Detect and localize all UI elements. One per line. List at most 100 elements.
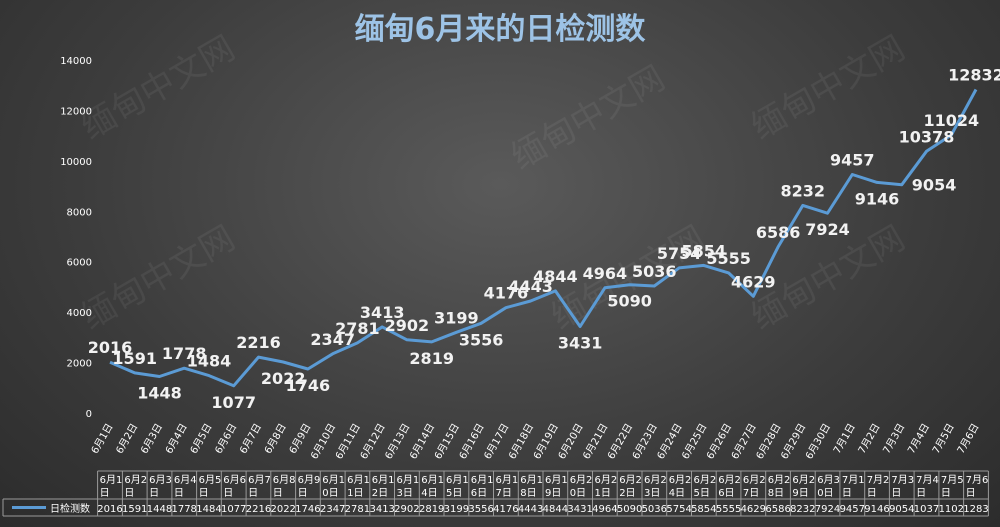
data-label: 2022 bbox=[261, 369, 306, 388]
data-label: 1591 bbox=[112, 349, 157, 368]
data-label: 3556 bbox=[459, 330, 504, 349]
data-label: 3413 bbox=[360, 303, 405, 322]
data-label: 9054 bbox=[912, 176, 957, 195]
data-label: 2781 bbox=[335, 319, 380, 338]
data-label: 2347 bbox=[310, 330, 355, 349]
data-label: 4844 bbox=[533, 267, 578, 286]
table-header-cell: 6月2 9日 bbox=[792, 474, 815, 499]
data-label: 4443 bbox=[508, 277, 553, 296]
table-header-cell: 6月1 4日 bbox=[421, 474, 444, 499]
table-header-cell: 6月2 8日 bbox=[768, 474, 791, 499]
table-header-cell: 7月5 日 bbox=[941, 474, 964, 499]
series-line bbox=[109, 88, 978, 388]
data-label: 9146 bbox=[855, 189, 900, 208]
data-label: 3431 bbox=[558, 334, 603, 353]
table-header-cell: 6月2 0日 bbox=[570, 474, 593, 499]
table-header-cell: 6月3 日 bbox=[149, 474, 172, 499]
y-tick-label: 8000 bbox=[67, 207, 92, 218]
table-header-cell: 6月2 6日 bbox=[718, 474, 741, 499]
table-header-cell: 7月1 日 bbox=[842, 474, 865, 499]
table-value-cell: 1037 bbox=[914, 504, 939, 515]
table-value-cell: 5090 bbox=[617, 504, 642, 515]
table-value-cell: 9457 bbox=[840, 504, 865, 515]
watermark-text: 缅甸中文网 bbox=[75, 218, 242, 338]
table-header-cell: 6月2 2日 bbox=[619, 474, 642, 499]
table-header-cell: 6月3 0日 bbox=[817, 474, 840, 499]
table-value-cell: 7924 bbox=[815, 504, 840, 515]
table-header-cell: 6月4 日 bbox=[174, 474, 197, 499]
table-header-cell: 6月2 5日 bbox=[694, 474, 717, 499]
data-label: 2216 bbox=[236, 333, 281, 352]
table-value-cell: 5854 bbox=[691, 504, 716, 515]
y-tick-label: 12000 bbox=[60, 106, 92, 117]
x-tick-label: 7月2日 bbox=[856, 422, 883, 456]
table-value-cell: 2819 bbox=[419, 504, 444, 515]
data-label: 1746 bbox=[286, 376, 331, 395]
table-value-cell: 2781 bbox=[345, 504, 370, 515]
data-label: 8232 bbox=[781, 181, 826, 200]
data-label: 4176 bbox=[484, 284, 529, 303]
data-label: 1077 bbox=[211, 393, 256, 412]
data-label: 2902 bbox=[385, 316, 430, 335]
table-header-cell: 6月1 1日 bbox=[347, 474, 370, 499]
table-value-cell: 9054 bbox=[889, 504, 914, 515]
table-value-cell: 2016 bbox=[97, 504, 122, 515]
data-label: 5754 bbox=[657, 244, 702, 263]
table-header-cell: 6月1 9日 bbox=[545, 474, 568, 499]
table-value-cell: 5555 bbox=[716, 504, 741, 515]
data-label: 2819 bbox=[409, 349, 454, 368]
table-value-cell: 1591 bbox=[122, 504, 147, 515]
table-value-cell: 4176 bbox=[493, 504, 518, 515]
data-label: 5036 bbox=[632, 262, 677, 281]
data-label: 7924 bbox=[805, 220, 850, 239]
table-value-cell: 3556 bbox=[468, 504, 493, 515]
table-header-cell: 6月2 1日 bbox=[595, 474, 618, 499]
table-value-cell: 1102 bbox=[939, 504, 964, 515]
table-header-cell: 6月1 8日 bbox=[520, 474, 543, 499]
x-tick-label: 6月9日 bbox=[287, 422, 314, 456]
table-value-cell: 2902 bbox=[394, 504, 419, 515]
table-header-cell: 6月1 6日 bbox=[471, 474, 494, 499]
table-value-cell: 4964 bbox=[592, 504, 617, 515]
table-header-cell: 6月1 5日 bbox=[446, 474, 469, 499]
table-value-cell: 1283 bbox=[963, 504, 988, 515]
y-tick-label: 6000 bbox=[67, 258, 92, 269]
table-value-cell: 2216 bbox=[246, 504, 271, 515]
data-label: 6586 bbox=[756, 223, 801, 242]
data-label: 1484 bbox=[187, 352, 232, 371]
table-value-cell: 1778 bbox=[171, 504, 196, 515]
table-header-cell: 6月1 日 bbox=[100, 474, 123, 499]
x-tick-label: 6月1日 bbox=[89, 422, 116, 456]
table-value-cell: 5754 bbox=[666, 504, 691, 515]
table-header-cell: 7月6 日 bbox=[966, 474, 989, 499]
data-label: 5854 bbox=[682, 241, 727, 260]
x-tick-label: 6月6日 bbox=[213, 422, 240, 456]
table-value-cell: 6586 bbox=[765, 504, 790, 515]
table-value-cell: 3199 bbox=[444, 504, 469, 515]
x-tick-label: 7月4日 bbox=[905, 422, 932, 456]
table-header-cell: 7月4 日 bbox=[916, 474, 939, 499]
y-axis: 0 2000 4000 6000 8000 10000 12000 14000 bbox=[60, 56, 92, 420]
data-label: 1448 bbox=[137, 384, 182, 403]
data-label: 1778 bbox=[162, 344, 207, 363]
table-value-cell: 1746 bbox=[295, 504, 320, 515]
table-value-cell: 3431 bbox=[567, 504, 592, 515]
y-tick-label: 14000 bbox=[60, 56, 92, 67]
watermark-text: 缅甸中文网 bbox=[75, 28, 242, 148]
table-header-cell: 6月9 日 bbox=[298, 474, 321, 499]
data-label: 4964 bbox=[583, 264, 628, 283]
table-header-cell: 6月1 2日 bbox=[372, 474, 395, 499]
data-label: 5555 bbox=[706, 249, 751, 268]
table-header-cell: 6月2 日 bbox=[124, 474, 147, 499]
x-tick-label: 7月6日 bbox=[955, 422, 982, 456]
chart-title: 缅甸6月来的日检测数 bbox=[354, 12, 646, 47]
table-header-cell: 7月2 日 bbox=[867, 474, 890, 499]
table-header-cell: 6月2 3日 bbox=[644, 474, 667, 499]
data-label: 4629 bbox=[731, 272, 776, 291]
x-tick-label: 6月3日 bbox=[138, 422, 165, 456]
table-header-cell: 6月5 日 bbox=[199, 474, 222, 499]
data-label: 11024 bbox=[923, 111, 979, 130]
